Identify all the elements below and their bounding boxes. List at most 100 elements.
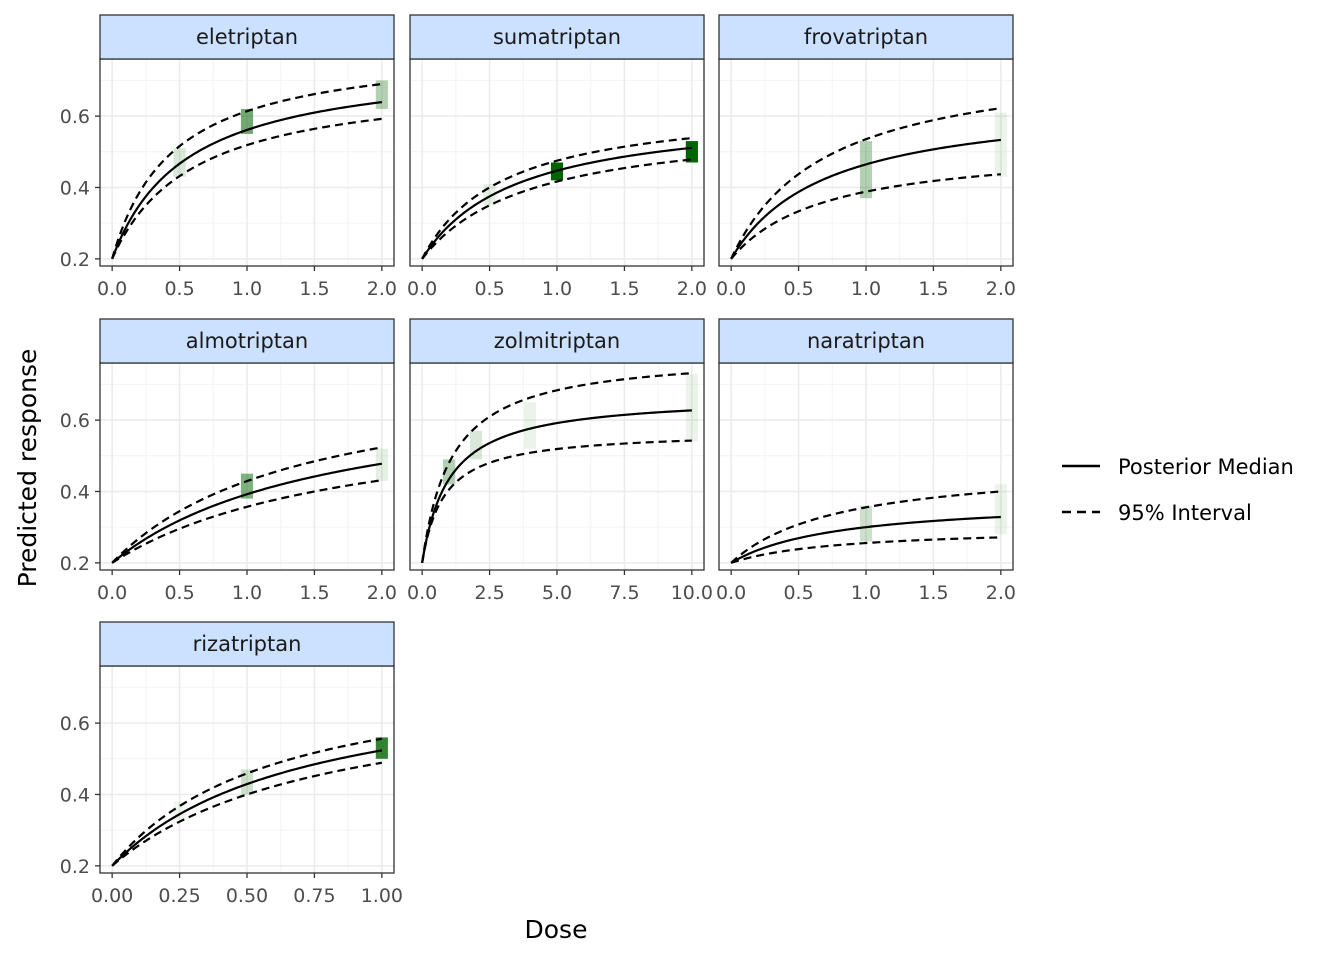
x-tick-label: 1.0 bbox=[851, 582, 881, 604]
x-tick-label: 5.0 bbox=[542, 582, 572, 604]
panel-frovatriptan: frovatriptan 0.0 0.5 1.0 1.5 2.0 bbox=[716, 14, 1016, 300]
observed-band bbox=[523, 402, 537, 449]
x-tick-label: 1.00 bbox=[361, 885, 403, 907]
strip-label: zolmitriptan bbox=[494, 329, 620, 353]
legend-label: Posterior Median bbox=[1118, 455, 1294, 479]
x-axis-title: Dose bbox=[525, 915, 588, 944]
y-tick-label: 0.6 bbox=[60, 410, 90, 432]
observed-band bbox=[240, 108, 254, 134]
observed-band bbox=[994, 112, 1007, 177]
x-tick-label: 0.5 bbox=[474, 278, 504, 300]
y-tick-label: 0.2 bbox=[60, 249, 90, 271]
observed-band bbox=[859, 141, 873, 199]
x-tick-label: 0.0 bbox=[407, 582, 437, 604]
upper-interval-line bbox=[111, 82, 382, 260]
median-line bbox=[111, 101, 382, 260]
panel-naratriptan: naratriptan 0.0 0.5 1.0 1.5 2.0 bbox=[716, 318, 1016, 604]
strip-label: almotriptan bbox=[186, 329, 308, 353]
panels-group: eletriptan 0.0 0.5 1.0 1.5 2.0 0.2 0.4 0.6 sumatr… bbox=[60, 14, 1016, 907]
x-tick-label: 2.0 bbox=[367, 582, 397, 604]
strip-background bbox=[409, 14, 705, 60]
legend: Posterior Median 95% Interval bbox=[1062, 455, 1294, 525]
x-tick-label: 2.0 bbox=[986, 278, 1016, 300]
panel-zolmitriptan: zolmitriptan 0.0 2.5 5.0 7.5 10.0 bbox=[407, 318, 713, 604]
lower-interval-line bbox=[730, 536, 1001, 564]
strip-label: eletriptan bbox=[196, 25, 298, 49]
x-tick-label: 0.0 bbox=[97, 582, 127, 604]
strip-background bbox=[718, 14, 1014, 60]
observed-band bbox=[994, 484, 1007, 535]
upper-interval-line bbox=[111, 446, 383, 564]
x-tick-label: 0.75 bbox=[293, 885, 335, 907]
x-tick-label: 0.50 bbox=[226, 885, 268, 907]
y-tick-label: 0.4 bbox=[60, 177, 90, 199]
observed-band bbox=[685, 141, 698, 163]
panel-sumatriptan: sumatriptan 0.0 0.5 1.0 1.5 2.0 bbox=[407, 14, 707, 300]
observed-band bbox=[685, 373, 698, 442]
x-tick-label: 0.5 bbox=[783, 582, 813, 604]
strip-background bbox=[99, 14, 395, 60]
x-tick-label: 1.5 bbox=[918, 278, 948, 300]
panel-eletriptan: eletriptan 0.0 0.5 1.0 1.5 2.0 0.2 0.4 0.6 bbox=[60, 14, 397, 300]
x-tick-label: 1.5 bbox=[299, 582, 329, 604]
x-tick-label: 1.0 bbox=[232, 582, 262, 604]
observed-band bbox=[375, 737, 388, 759]
y-tick-label: 0.2 bbox=[60, 856, 90, 878]
x-tick-label: 1.5 bbox=[918, 582, 948, 604]
panel-almotriptan: almotriptan 0.0 0.5 1.0 1.5 2.0 0.2 0.4 0.6 bbox=[60, 318, 397, 604]
y-tick-label: 0.4 bbox=[60, 784, 90, 806]
median-line bbox=[421, 146, 692, 260]
strip-background bbox=[718, 318, 1014, 364]
x-tick-label: 2.5 bbox=[474, 582, 504, 604]
strip-label: frovatriptan bbox=[804, 25, 928, 49]
y-tick-label: 0.2 bbox=[60, 553, 90, 575]
upper-interval-line bbox=[730, 490, 1001, 564]
observed-band bbox=[443, 459, 456, 485]
median-line bbox=[730, 515, 1001, 564]
median-line bbox=[730, 138, 1001, 260]
upper-interval-line bbox=[421, 372, 692, 564]
lower-interval-line bbox=[421, 439, 692, 564]
x-tick-label: 0.0 bbox=[716, 582, 746, 604]
x-tick-label: 0.0 bbox=[716, 278, 746, 300]
lower-interval-line bbox=[730, 173, 1001, 260]
lower-interval-line bbox=[111, 117, 382, 260]
median-line bbox=[111, 462, 383, 564]
strip-label: naratriptan bbox=[807, 329, 925, 353]
x-tick-label: 2.0 bbox=[677, 278, 707, 300]
x-tick-label: 0.5 bbox=[164, 582, 194, 604]
upper-interval-line bbox=[730, 107, 1002, 260]
panel-rizatriptan: rizatriptan 0.00 0.25 0.50 0.75 1.00 0.2 0.4 0.6 bbox=[60, 621, 403, 907]
x-tick-label: 0.5 bbox=[164, 278, 194, 300]
x-tick-label: 1.0 bbox=[851, 278, 881, 300]
strip-label: rizatriptan bbox=[193, 632, 302, 656]
lower-interval-line bbox=[111, 761, 383, 867]
legend-label: 95% Interval bbox=[1118, 501, 1252, 525]
y-tick-label: 0.6 bbox=[60, 106, 90, 128]
y-axis-title: Predicted response bbox=[13, 349, 42, 588]
observed-band bbox=[240, 769, 254, 795]
upper-interval-line bbox=[421, 136, 692, 260]
y-tick-label: 0.6 bbox=[60, 713, 90, 735]
strip-background bbox=[99, 621, 395, 667]
x-tick-label: 0.00 bbox=[91, 885, 133, 907]
x-tick-label: 10.0 bbox=[671, 582, 713, 604]
x-tick-label: 2.0 bbox=[986, 582, 1016, 604]
x-tick-label: 1.5 bbox=[299, 278, 329, 300]
y-tick-label: 0.4 bbox=[60, 481, 90, 503]
x-tick-label: 1.0 bbox=[542, 278, 572, 300]
x-tick-label: 7.5 bbox=[609, 582, 639, 604]
strip-background bbox=[99, 318, 395, 364]
x-tick-label: 1.0 bbox=[232, 278, 262, 300]
median-line bbox=[111, 749, 383, 867]
x-tick-label: 0.25 bbox=[158, 885, 200, 907]
x-tick-label: 1.5 bbox=[609, 278, 639, 300]
x-tick-label: 0.5 bbox=[783, 278, 813, 300]
strip-background bbox=[409, 318, 705, 364]
x-tick-label: 0.0 bbox=[407, 278, 437, 300]
lower-interval-line bbox=[421, 158, 692, 260]
x-tick-label: 0.0 bbox=[97, 278, 127, 300]
median-line bbox=[421, 409, 692, 564]
lower-interval-line bbox=[111, 479, 383, 564]
